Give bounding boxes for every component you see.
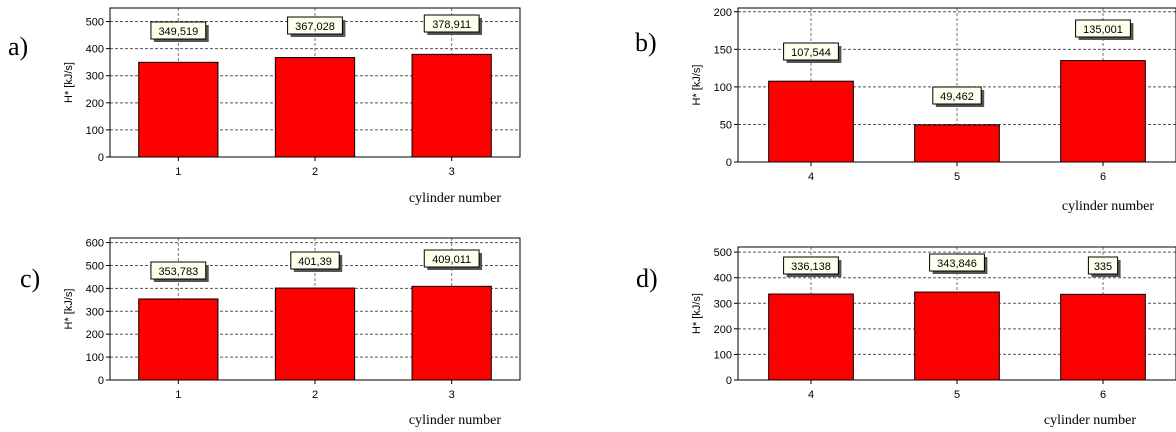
y-tick-label: 600 [86, 238, 104, 250]
data-label: 343,846 [937, 258, 977, 270]
bar [1060, 60, 1146, 163]
plot-frame [109, 7, 521, 158]
y-tick-label: 0 [98, 152, 104, 164]
data-label-box [1087, 256, 1119, 275]
x-tick-label: 2 [312, 389, 318, 401]
y-tick-label: 150 [714, 44, 732, 56]
x-tick-label: 4 [808, 171, 814, 183]
x-tick-label: 2 [312, 166, 318, 178]
y-tick-label: 400 [714, 273, 732, 285]
data-label: 401,39 [298, 256, 332, 268]
y-axis-label: H* [kJ/s] [63, 289, 75, 330]
data-label: 349,519 [158, 26, 198, 38]
y-tick-label: 0 [726, 157, 732, 169]
bar [411, 53, 492, 158]
y-axis-label: H* [kJ/s] [691, 293, 703, 334]
data-label-box [150, 261, 207, 280]
data-label: 107,544 [791, 47, 831, 59]
y-axis-label: H* [kJ/s] [691, 65, 703, 106]
data-label-box [783, 42, 839, 61]
y-tick-label: 300 [714, 298, 732, 310]
chart-b: 0 50 100 150 200 4 107,544 5 49,462 6 135,001 H* [k… [691, 7, 1176, 214]
data-label: 378,911 [432, 19, 471, 31]
x-tick-label: 5 [954, 171, 960, 183]
panel-letter-b: b) [635, 28, 657, 57]
data-label: 336,138 [791, 261, 831, 273]
data-label-box [932, 86, 982, 105]
y-tick-label: 100 [714, 82, 732, 94]
plot-frame [737, 7, 1176, 163]
data-label-box [929, 253, 985, 272]
bar [1060, 293, 1146, 381]
x-axis-label: cylinder number [409, 413, 501, 428]
data-label-box [423, 249, 480, 268]
data-label: 335 [1094, 261, 1112, 273]
x-tick-label: 5 [954, 389, 960, 401]
data-label-box [150, 21, 207, 40]
bar [138, 61, 219, 158]
x-axis-label: cylinder number [1044, 413, 1136, 428]
y-tick-label: 100 [86, 352, 104, 364]
chart-c: 0 100 200 300 400 500 600 1 353,783 2 401,39 3 409,0… [63, 237, 521, 428]
data-label: 409,011 [432, 254, 471, 266]
y-tick-label: 0 [726, 375, 732, 387]
data-label-box [423, 14, 480, 33]
panel-letter-d: d) [636, 264, 658, 293]
y-axis-label: H* [kJ/s] [63, 62, 75, 103]
y-tick-label: 200 [714, 324, 732, 336]
plot-frame [737, 246, 1176, 381]
y-tick-label: 200 [86, 329, 104, 341]
x-tick-label: 6 [1100, 171, 1106, 183]
bar [411, 285, 492, 381]
data-label: 135,001 [1083, 24, 1123, 36]
x-tick-label: 3 [449, 389, 455, 401]
x-tick-label: 1 [175, 166, 181, 178]
y-tick-label: 500 [714, 247, 732, 259]
y-tick-label: 50 [720, 119, 732, 131]
y-tick-label: 0 [98, 375, 104, 387]
y-tick-label: 100 [86, 125, 104, 137]
bar [914, 291, 1000, 381]
bar [138, 298, 219, 381]
y-tick-label: 300 [86, 306, 104, 318]
x-tick-label: 1 [175, 389, 181, 401]
data-label-box [287, 16, 343, 35]
y-tick-label: 200 [86, 98, 104, 110]
bar [274, 287, 356, 381]
y-tick-label: 400 [86, 44, 104, 56]
x-tick-label: 3 [449, 166, 455, 178]
panel-letter-c: c) [20, 264, 41, 293]
data-label-box [290, 251, 340, 270]
y-tick-label: 100 [714, 349, 732, 361]
bar [768, 293, 854, 381]
chart-d: 0 100 200 300 400 500 4 336,138 5 343,846 6 335 H* [… [691, 246, 1176, 428]
bar [274, 57, 356, 158]
panel-letter-a: a) [8, 32, 29, 61]
data-label-box [783, 256, 839, 275]
data-label: 367,028 [295, 21, 335, 33]
bar [914, 124, 1000, 163]
data-label: 49,462 [940, 91, 974, 103]
data-label-box [1075, 19, 1131, 38]
data-label: 353,783 [158, 266, 198, 278]
plot-frame [109, 237, 521, 381]
y-tick-label: 500 [86, 17, 104, 29]
y-tick-label: 200 [714, 7, 732, 19]
y-tick-label: 300 [86, 71, 104, 83]
x-axis-label: cylinder number [409, 191, 501, 206]
chart-a: 0 100 200 300 400 500 1 349,519 2 367,028 3 378,911… [63, 7, 521, 206]
x-tick-label: 4 [808, 389, 814, 401]
x-axis-label: cylinder number [1062, 199, 1154, 214]
y-tick-label: 500 [86, 260, 104, 272]
bar [768, 80, 854, 163]
y-tick-label: 400 [86, 283, 104, 295]
x-tick-label: 6 [1100, 389, 1106, 401]
